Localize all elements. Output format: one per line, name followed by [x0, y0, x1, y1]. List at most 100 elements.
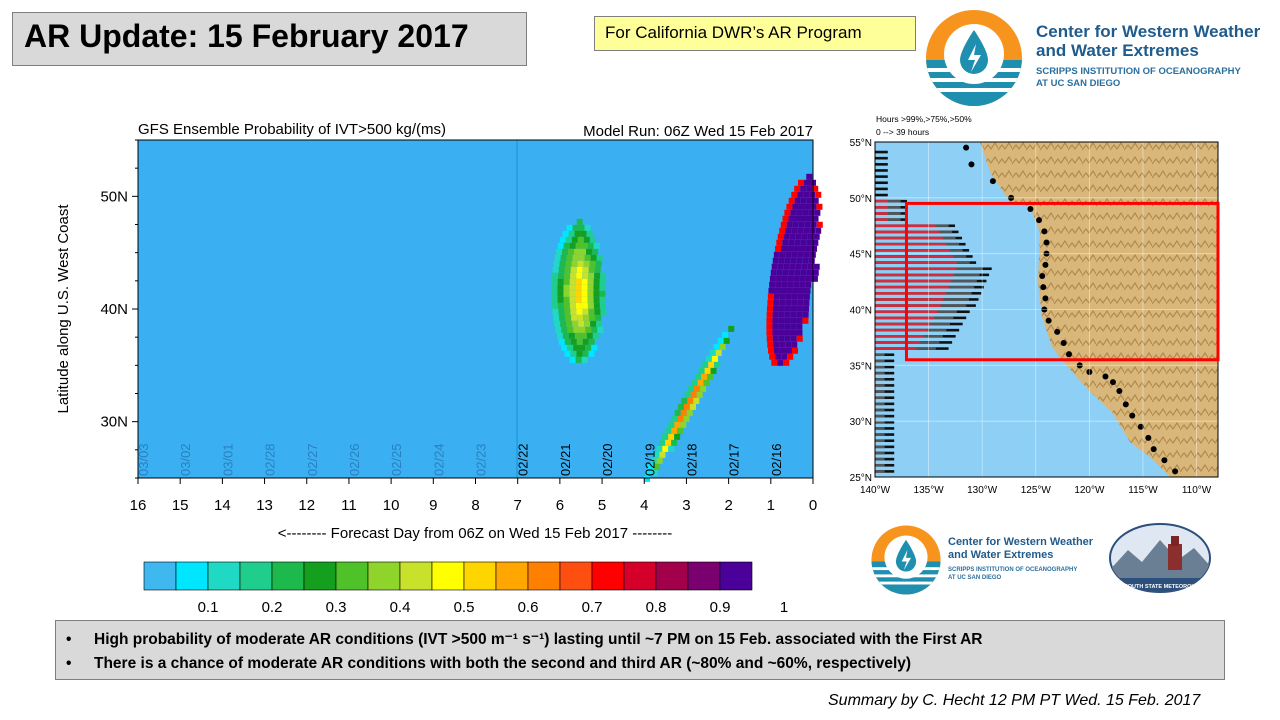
heatmap-cell — [788, 269, 795, 276]
heatmap-cell — [587, 242, 594, 249]
heatmap-cell — [772, 329, 779, 336]
heatmap-cell — [595, 314, 602, 321]
y-axis-label: Latitude along U.S. West Coast — [55, 204, 72, 414]
heatmap-cell — [787, 281, 794, 288]
map-lat-label: 25°N — [850, 473, 872, 484]
heatmap-cell — [783, 263, 790, 270]
heatmap-cell — [785, 251, 792, 258]
heatmap-cell — [686, 409, 693, 416]
cw3e-name-line2: and Water Extremes — [1036, 41, 1199, 60]
heatmap-cell — [668, 421, 675, 428]
heatmap-cell — [802, 317, 809, 324]
x-tick-label: 11 — [341, 497, 357, 514]
coast-point — [1060, 340, 1067, 346]
heatmap-cell — [654, 463, 661, 470]
heatmap-cell — [651, 469, 658, 476]
program-label: For California DWR’s AR Program — [594, 16, 916, 51]
x-tick-label: 9 — [429, 497, 437, 514]
heatmap-cell — [722, 331, 729, 338]
heatmap-cell — [569, 296, 576, 303]
x-tick-label: 3 — [682, 497, 690, 514]
cw3e-name-small-line2: and Water Extremes — [948, 549, 1054, 561]
heatmap-cell — [812, 239, 819, 246]
heatmap-cell — [780, 287, 787, 294]
heatmap-cell — [774, 347, 781, 354]
heatmap-cell — [575, 290, 582, 297]
heatmap-cell — [594, 308, 601, 315]
heatmap-cell — [798, 203, 805, 210]
bar-50pct — [875, 445, 895, 449]
heatmap-cell — [777, 233, 784, 240]
heatmap-cell — [814, 209, 821, 216]
heatmap-cell — [798, 287, 805, 294]
heatmap-cell — [554, 254, 561, 261]
plymouth-label: PLYMOUTH STATE METEOROLOGY — [1113, 584, 1207, 590]
heatmap-cell — [662, 445, 669, 452]
heatmap-cell — [586, 332, 593, 339]
bar-99pct — [875, 335, 924, 338]
heatmap-cell — [584, 224, 591, 231]
heatmap-cell — [674, 433, 681, 440]
heatmap-cell — [674, 421, 681, 428]
bar-99pct — [875, 322, 931, 326]
map-lon-label: 125°W — [1021, 485, 1052, 496]
heatmap-cell — [784, 317, 791, 324]
bar-50pct — [875, 396, 895, 400]
heatmap-cell — [796, 323, 803, 330]
heatmap-cell — [645, 469, 652, 476]
bar-50pct — [875, 193, 888, 197]
heatmap-cell — [713, 343, 720, 350]
bar-50pct — [875, 181, 888, 185]
heatmap-cell — [583, 314, 590, 321]
x-tick-label: 6 — [556, 497, 564, 514]
heatmap-cell — [790, 209, 797, 216]
heatmap-cell — [781, 245, 788, 252]
heatmap-cell — [575, 356, 582, 363]
y-tick-label: 50N — [100, 188, 128, 205]
heatmap-cell — [688, 385, 695, 392]
colorbar-cell — [175, 561, 209, 591]
bar-99pct — [875, 347, 917, 350]
bullet-item: • High probability of moderate AR conditi… — [66, 628, 1224, 652]
bar-99pct — [875, 206, 888, 209]
heatmap-cell — [558, 308, 565, 315]
heatmap-cell — [680, 409, 687, 416]
heatmap-cell — [773, 251, 780, 258]
map-lon-label: 130°W — [967, 485, 998, 496]
heatmap-cell — [571, 236, 578, 243]
colorbar-cell — [207, 561, 241, 591]
heatmap-cell — [563, 296, 570, 303]
heatmap-cell — [766, 305, 773, 312]
date-label: 02/24 — [431, 443, 446, 476]
heatmap-cell — [815, 191, 822, 198]
heatmap-cell — [711, 355, 718, 362]
heatmap-cell — [782, 269, 789, 276]
heatmap-cell — [584, 254, 591, 261]
colorbar-label: 0.7 — [582, 599, 603, 616]
colorbar-cells — [143, 561, 753, 591]
coast-point — [1150, 446, 1157, 453]
heatmap-features — [551, 173, 823, 482]
heatmap-cell — [570, 338, 577, 345]
heatmap-cell — [554, 320, 561, 327]
heatmap-cell — [571, 260, 578, 267]
heatmap-cell — [801, 263, 808, 270]
heatmap-cell — [799, 281, 806, 288]
heatmap-cell — [803, 251, 810, 258]
heatmap-cell — [588, 338, 595, 345]
colorbar-label: 0.6 — [518, 599, 539, 616]
heatmap-cell — [580, 332, 587, 339]
heatmap-cell — [775, 245, 782, 252]
bullet-marker: • — [66, 631, 72, 648]
heatmap-cell — [779, 227, 786, 234]
heatmap-cell — [582, 338, 589, 345]
heatmap-cell — [778, 311, 785, 318]
heatmap-cell — [796, 335, 803, 342]
heatmap-cell — [786, 347, 793, 354]
heatmap-cell — [592, 332, 599, 339]
heatmap-cell — [557, 290, 564, 297]
bar-75pct — [875, 353, 885, 357]
colorbar-cell — [463, 561, 497, 591]
heatmap-cell — [575, 302, 582, 309]
x-tick-label: 1 — [767, 497, 775, 514]
